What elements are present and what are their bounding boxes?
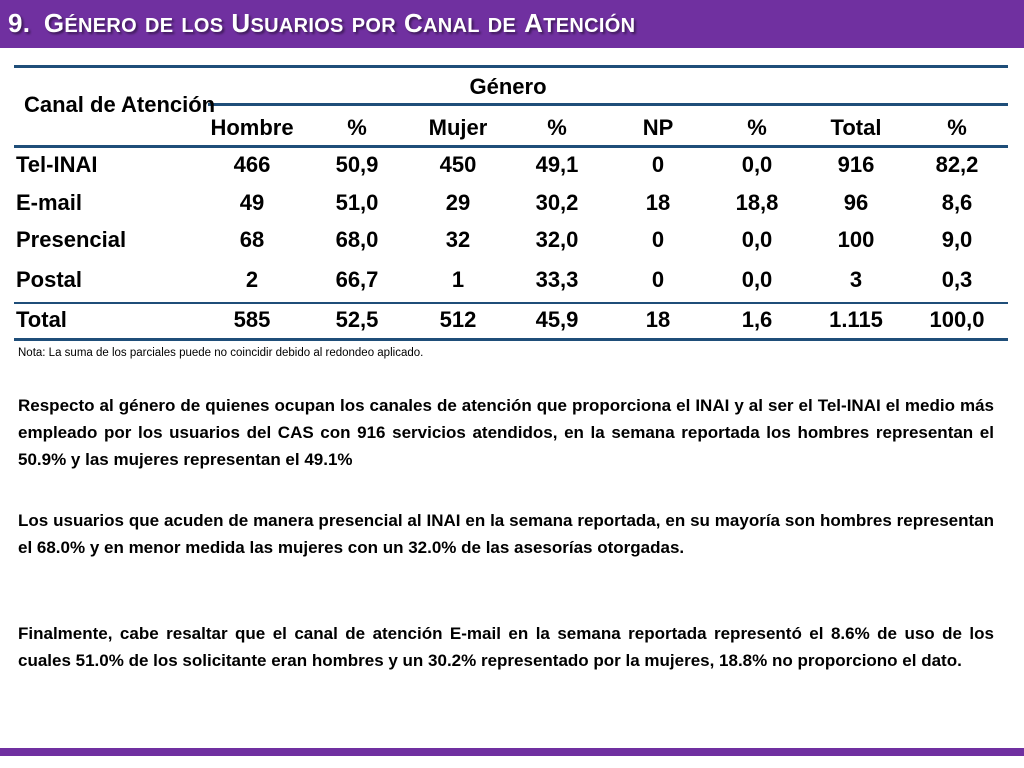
table-cell: 96 xyxy=(843,190,869,215)
table-cell: 18 xyxy=(645,190,671,215)
table-cell: 512 xyxy=(439,307,477,332)
table-cell: 3 xyxy=(849,267,863,292)
table-cell: 30,2 xyxy=(535,190,579,215)
bottom-bar xyxy=(0,748,1024,756)
table-top-rule xyxy=(14,65,1008,68)
row-label: Presencial xyxy=(16,227,127,252)
column-header: Mujer xyxy=(428,115,488,140)
table-note: Nota: La suma de los parciales puede no … xyxy=(18,347,424,359)
table-cell: 52,5 xyxy=(335,307,379,332)
group-header: Género xyxy=(469,74,547,99)
table-cell: 0,0 xyxy=(741,227,773,252)
title-number: 9. xyxy=(8,8,31,38)
table-cell: 0 xyxy=(651,152,665,177)
title-word: GÉNERO xyxy=(43,8,137,38)
table-cell: 0,0 xyxy=(741,267,773,292)
column-header: % xyxy=(747,115,767,140)
row-label: Tel-INAI xyxy=(16,152,98,177)
title-word: POR xyxy=(351,15,396,37)
row-header: Canal de Atención xyxy=(24,92,216,117)
table-cell: 45,9 xyxy=(535,307,579,332)
table-cell: 29 xyxy=(445,190,471,215)
column-header-rule xyxy=(14,145,1008,148)
paragraph-2: Los usuarios que acuden de manera presen… xyxy=(18,511,994,557)
column-header: Total xyxy=(830,115,882,140)
table-cell: 68,0 xyxy=(335,227,379,252)
table-cell: 32 xyxy=(445,227,471,252)
title-bar: 9. GÉNERO DE LOS USUARIOS POR CANAL DE ATENCIÓN xyxy=(0,0,1024,48)
table-cell: 450 xyxy=(439,152,477,177)
table-cell: 33,3 xyxy=(535,267,579,292)
table-cell: 100 xyxy=(837,227,875,252)
table-cell: 2 xyxy=(245,267,259,292)
table-cell: 9,0 xyxy=(941,227,973,252)
column-header: % xyxy=(347,115,367,140)
title-word: DE xyxy=(487,15,517,37)
column-header: % xyxy=(947,115,967,140)
table-cell: 0 xyxy=(651,227,665,252)
table-cell: 1.115 xyxy=(829,307,883,332)
table-cell: 18 xyxy=(645,307,671,332)
column-header: Hombre xyxy=(210,115,294,140)
column-header: % xyxy=(547,115,567,140)
table-bottom-rule xyxy=(14,338,1008,341)
table-cell: 585 xyxy=(233,307,271,332)
table-cell: 68 xyxy=(239,227,265,252)
table-cell: 32,0 xyxy=(535,227,579,252)
table-cell: 66,7 xyxy=(335,267,379,292)
title-word: ATENCIÓN xyxy=(524,8,636,38)
table-cell: 916 xyxy=(837,152,875,177)
table-cell: 0,3 xyxy=(941,267,973,292)
table-cell: 49,1 xyxy=(535,152,579,177)
table-cell: 0 xyxy=(651,267,665,292)
row-label: E-mail xyxy=(16,190,83,215)
row-label: Postal xyxy=(16,267,83,292)
table-cell: 51,0 xyxy=(335,190,379,215)
table-cell: 1 xyxy=(451,267,465,292)
page-title: 9. GÉNERO DE LOS USUARIOS POR CANAL DE ATENCIÓN xyxy=(8,8,635,39)
title-word: USUARIOS xyxy=(231,8,344,38)
table-cell: 466 xyxy=(233,152,271,177)
title-words: GÉNERO DE LOS USUARIOS POR CANAL DE ATENCIÓN xyxy=(44,8,636,38)
row-label: Total xyxy=(16,307,67,332)
table-cell: 82,2 xyxy=(935,152,979,177)
table-cell: 0,0 xyxy=(741,152,773,177)
total-rule xyxy=(14,302,1008,304)
column-header: NP xyxy=(642,115,674,140)
table-cell: 18,8 xyxy=(735,190,779,215)
genero-rule xyxy=(208,103,1008,106)
title-word: LOS xyxy=(181,15,224,37)
table-cell: 49 xyxy=(239,190,265,215)
table-cell: 100,0 xyxy=(929,307,985,332)
table-cell: 50,9 xyxy=(335,152,379,177)
table-cell: 1,6 xyxy=(741,307,773,332)
paragraph-1: Respecto al género de quienes ocupan los… xyxy=(18,396,994,469)
title-word: DE xyxy=(144,15,174,37)
paragraph-3: Finalmente, cabe resaltar que el canal d… xyxy=(18,624,994,670)
table-cell: 8,6 xyxy=(941,190,973,215)
title-word: CANAL xyxy=(403,8,480,38)
